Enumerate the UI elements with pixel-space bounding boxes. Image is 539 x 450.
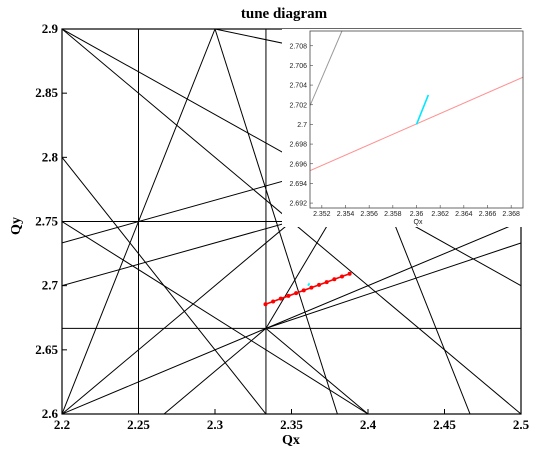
inset-x-tick-label: 2.368 xyxy=(502,211,520,218)
x-axis-label: Qx xyxy=(282,433,300,448)
series-line-0 xyxy=(265,272,350,306)
y-tick-label: 2.9 xyxy=(42,21,59,36)
y-tick-label: 2.6 xyxy=(42,406,59,421)
inset-y-tick-label: 2.706 xyxy=(289,63,307,70)
y-axis-label: Qy xyxy=(9,217,24,235)
series-point xyxy=(309,285,314,290)
inset-x-axis-label: Qx xyxy=(414,219,423,226)
y-tick-label: 2.65 xyxy=(35,342,58,357)
inset-x-tick-label: 2.352 xyxy=(313,211,331,218)
inset-background xyxy=(282,29,523,227)
series-point xyxy=(263,302,268,307)
inset-x-tick-label: 2.362 xyxy=(431,211,449,218)
chart-title: tune diagram xyxy=(241,6,328,22)
series-point xyxy=(286,293,291,298)
series-point xyxy=(301,288,306,293)
series-point xyxy=(271,299,276,304)
inset-y-tick-label: 2.7 xyxy=(297,122,307,129)
x-tick-label: 2.2 xyxy=(54,417,70,432)
inset-y-tick-label: 2.704 xyxy=(289,83,307,90)
resonance-line-13 xyxy=(62,221,369,414)
inset-series-line-1 xyxy=(415,94,430,125)
resonance-line-19 xyxy=(265,242,521,329)
series-point xyxy=(332,277,337,282)
inset-x-tick-label: 2.356 xyxy=(360,211,378,218)
x-tick-label: 2.5 xyxy=(513,417,530,432)
resonance-line-15 xyxy=(265,328,369,414)
y-tick-label: 2.8 xyxy=(42,149,59,164)
resonance-line-12 xyxy=(62,221,521,414)
inset-series-line-2 xyxy=(310,31,343,106)
y-tick-label: 2.7 xyxy=(42,278,59,293)
series-point xyxy=(317,282,322,287)
inset-x-tick-label: 2.364 xyxy=(455,211,473,218)
inset-x-tick-label: 2.358 xyxy=(384,211,402,218)
x-tick-label: 2.35 xyxy=(280,417,303,432)
series-point xyxy=(278,296,283,301)
series-point xyxy=(339,274,344,279)
series-line-1 xyxy=(307,282,311,287)
inset-y-tick-label: 2.694 xyxy=(289,181,307,188)
series-point xyxy=(347,271,352,276)
inset-x-tick-label: 2.366 xyxy=(479,211,497,218)
resonance-line-17 xyxy=(163,328,267,414)
y-tick-label: 2.85 xyxy=(35,85,58,100)
inset-x-tick-label: 2.354 xyxy=(337,211,355,218)
inset-plot: 2.352 2.354 2.356 2.358 2.36 2.362 2.364 2.366 2… xyxy=(282,29,524,227)
resonance-line-14 xyxy=(214,29,338,414)
inset-y-tick-label: 2.698 xyxy=(289,142,307,149)
inset-series xyxy=(310,31,523,172)
series-point xyxy=(294,291,299,296)
x-tick-label: 2.4 xyxy=(360,417,377,432)
y-tick-label: 2.75 xyxy=(35,214,58,229)
x-tick-label: 2.25 xyxy=(127,417,150,432)
x-tick-label: 2.45 xyxy=(433,417,456,432)
inset-y-tick-label: 2.692 xyxy=(289,201,307,208)
inset-y-tick-label: 2.702 xyxy=(289,102,307,109)
inset-y-tick-label: 2.708 xyxy=(289,43,307,50)
inset-y-tick-label: 2.696 xyxy=(289,161,307,168)
series-point xyxy=(324,280,329,285)
inset-x-tick-label: 2.36 xyxy=(410,211,424,218)
x-tick-label: 2.3 xyxy=(207,417,224,432)
